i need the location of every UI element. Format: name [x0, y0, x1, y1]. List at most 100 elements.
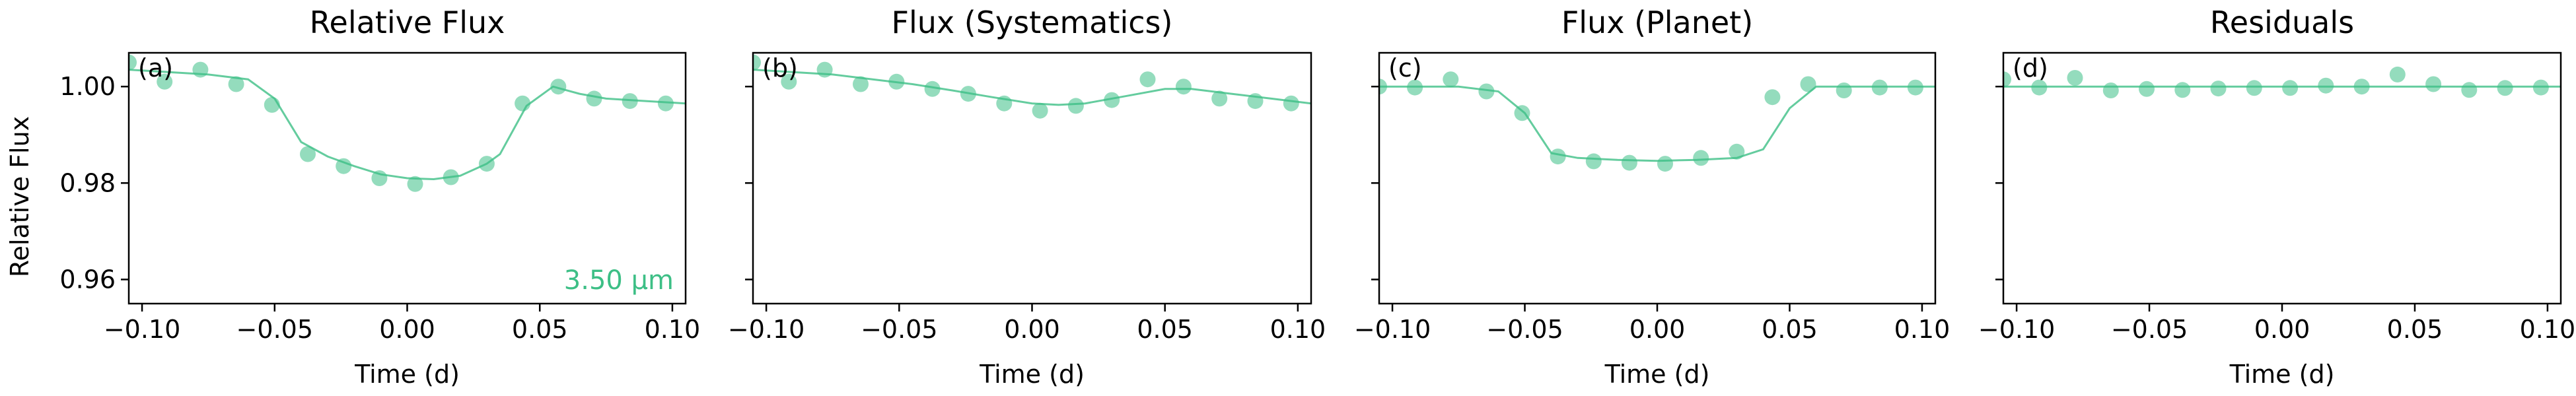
data-point	[443, 169, 459, 185]
x-axis-label: Time (d)	[1604, 360, 1710, 389]
data-point	[2318, 77, 2334, 94]
data-point	[2282, 80, 2299, 96]
data-point	[996, 95, 1013, 112]
data-point	[888, 73, 905, 90]
data-point	[478, 156, 495, 172]
data-point	[1407, 79, 1423, 96]
data-point	[1478, 83, 1495, 100]
panel-title: Residuals	[2210, 5, 2354, 40]
x-axis-label: Time (d)	[354, 360, 460, 389]
data-point	[1379, 79, 1387, 95]
data-point	[1657, 156, 1673, 172]
data-point	[816, 61, 833, 78]
data-point	[228, 76, 244, 92]
data-point	[1104, 92, 1120, 108]
data-point	[1550, 148, 1566, 165]
data-point	[129, 54, 137, 71]
data-point	[1621, 154, 1637, 171]
x-axis-label: Time (d)	[979, 360, 1085, 389]
data-point	[1871, 79, 1888, 96]
x-tick-label: 0.05	[1762, 315, 1818, 344]
data-point	[1139, 71, 1156, 88]
data-point	[1514, 105, 1530, 121]
data-point	[157, 73, 173, 90]
panel-label: (a)	[138, 53, 173, 82]
data-point	[2210, 81, 2227, 97]
data-point	[2425, 76, 2442, 92]
x-tick-label: −0.05	[236, 315, 313, 344]
data-point	[336, 158, 352, 174]
plot-frame	[752, 51, 1312, 305]
data-point	[1907, 79, 1923, 96]
x-tick-label: 0.00	[379, 315, 435, 344]
data-point	[2353, 79, 2370, 95]
wavelength-annotation: 3.50 μm	[564, 265, 674, 296]
data-point	[2139, 81, 2155, 97]
panel-title: Flux (Planet)	[1561, 5, 1753, 40]
y-axis-label: Relative Flux	[5, 116, 34, 277]
model-line	[1379, 85, 1935, 162]
data-point	[1283, 95, 1299, 112]
data-point	[1693, 150, 1709, 166]
x-tick-label: −0.05	[2111, 315, 2188, 344]
plot-frame	[2002, 51, 2562, 305]
data-point	[753, 54, 761, 71]
data-point	[1585, 153, 1602, 170]
data-point	[1175, 79, 1192, 95]
data-point	[960, 86, 976, 102]
x-tick-label: −0.10	[1354, 315, 1431, 344]
data-point	[924, 81, 941, 97]
x-axis-label: Time (d)	[2229, 360, 2335, 389]
x-tick-label: 0.00	[1004, 315, 1060, 344]
x-tick-label: −0.10	[104, 315, 180, 344]
x-tick-label: −0.10	[1978, 315, 2055, 344]
data-point	[1247, 93, 1264, 110]
data-point	[300, 146, 316, 162]
y-tick-label: 1.00	[59, 72, 116, 101]
data-point	[1764, 89, 1781, 106]
data-point	[853, 76, 869, 92]
panel-2: −0.10 −0.05 0.00 0.05 0.10 Flux (Systematics)…	[728, 5, 1326, 389]
x-tick-label: 0.10	[1894, 315, 1950, 344]
data-point	[2389, 66, 2406, 82]
data-point	[2532, 79, 2549, 96]
data-point	[2031, 79, 2048, 96]
panel-4: −0.10 −0.05 0.00 0.05 0.10 Residuals Time (d) (…	[1978, 5, 2575, 389]
data-point	[550, 79, 567, 95]
data-point	[2246, 80, 2262, 96]
x-tick-label: 0.05	[512, 315, 568, 344]
data-point	[2067, 70, 2083, 86]
data-point	[1729, 143, 1745, 160]
x-tick-label: −0.10	[728, 315, 805, 344]
x-tick-label: −0.05	[861, 315, 937, 344]
x-tick-label: 0.10	[645, 315, 701, 344]
data-point	[657, 95, 674, 112]
data-point	[2003, 71, 2011, 88]
data-point	[781, 73, 797, 90]
panel-title: Relative Flux	[310, 5, 505, 40]
x-tick-label: 0.10	[1270, 315, 1326, 344]
x-tick-label: −0.05	[1486, 315, 1563, 344]
data-point	[264, 96, 280, 113]
data-point	[1032, 102, 1048, 119]
panel-title: Flux (Systematics)	[892, 5, 1173, 40]
y-tick-label: 0.96	[59, 265, 116, 294]
x-tick-label: 0.05	[1137, 315, 1193, 344]
x-tick-label: 0.05	[2387, 315, 2443, 344]
data-point	[1211, 90, 1228, 107]
data-point	[515, 95, 531, 112]
panel-label: (b)	[762, 53, 798, 82]
y-tick-label: 0.98	[59, 168, 116, 197]
x-tick-label: 0.10	[2520, 315, 2576, 344]
panel-label: (c)	[1388, 53, 1422, 82]
data-point	[2461, 82, 2478, 98]
data-point	[192, 61, 209, 78]
data-point	[2497, 80, 2513, 96]
data-point	[1443, 71, 1459, 88]
x-tick-label: 0.00	[1629, 315, 1686, 344]
data-point	[1800, 76, 1816, 92]
data-point	[2174, 82, 2191, 98]
data-point	[2102, 82, 2119, 98]
panel-1: −0.10 −0.05 0.00 0.05 0.10 0.96 0.98 1.00 Relati…	[59, 5, 700, 389]
